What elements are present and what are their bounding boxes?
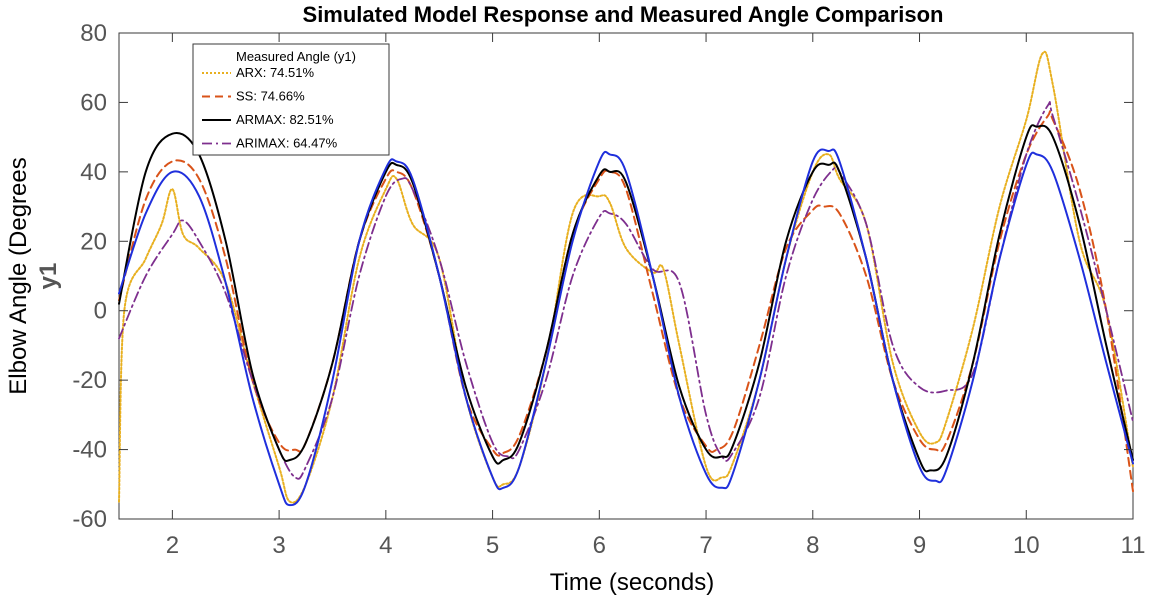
y-tick-label: 20: [80, 228, 107, 255]
x-tick-label: 10: [1013, 532, 1040, 559]
x-axis-label: Time (seconds): [550, 569, 714, 596]
legend: Measured Angle (y1) ARX: 74.51% SS: 74.66…: [192, 43, 390, 156]
y-tick-label: 60: [80, 89, 107, 116]
y-tick-label: 80: [80, 20, 107, 47]
y-tick-label: 40: [80, 159, 107, 186]
y-tick-label: -60: [72, 506, 107, 533]
legend-title: Measured Angle (y1): [236, 49, 356, 64]
legend-label-arx-74-51: ARX: 74.51%: [236, 65, 314, 80]
x-tick-label: 6: [593, 532, 606, 559]
legend-label-armax-82-51: ARMAX: 82.51%: [236, 112, 334, 127]
y-tick-label: -40: [72, 437, 107, 464]
legend-label-arimax-64-47: ARIMAX: 64.47%: [236, 136, 338, 151]
y-tick-layer: -60 -40 -20 0 20 40 60 80: [72, 20, 1133, 533]
series-line-measured-angle-y1: [118, 148, 1134, 507]
series-line-arx-74-51: [118, 50, 1134, 504]
y-axis-label: Elbow Angle (Degrees: [5, 157, 32, 394]
x-tick-label: 7: [699, 532, 712, 559]
legend-box: [192, 43, 390, 156]
series-line-arimax-64-47: [118, 101, 1134, 480]
x-tick-label: 9: [913, 532, 926, 559]
chart-title: Simulated Model Response and Measured An…: [303, 2, 944, 27]
x-tick-label: 2: [166, 532, 179, 559]
y-tick-label: -20: [72, 367, 107, 394]
x-tick-label: 4: [379, 532, 392, 559]
x-tick-label: 3: [272, 532, 285, 559]
y-tick-label: 0: [94, 298, 107, 325]
series-layer: [118, 50, 1134, 507]
x-tick-layer: 2 3 4 5 6 7 8 9 10 11: [166, 33, 1146, 559]
x-tick-label: 5: [486, 532, 499, 559]
y-axis-secondary-label: y1: [35, 263, 62, 290]
x-tick-label: 8: [806, 532, 819, 559]
series-line-armax-82-51: [118, 124, 1134, 473]
legend-items: ARX: 74.51% SS: 74.66% ARMAX: 82.51% ARIMAX…: [202, 65, 338, 151]
legend-label-ss-74-66: SS: 74.66%: [236, 89, 305, 104]
x-tick-label: 11: [1121, 532, 1146, 559]
